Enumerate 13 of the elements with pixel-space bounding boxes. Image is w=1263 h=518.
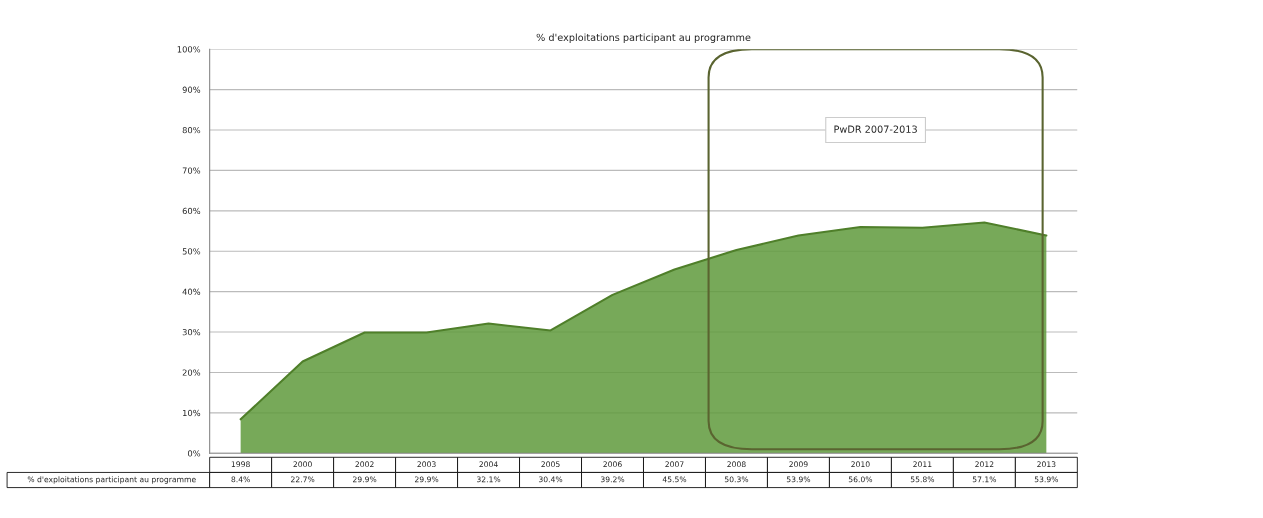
y-tick-label: 60%	[182, 207, 201, 215]
annotation: PwDR 2007-2013	[834, 125, 917, 133]
y-tick-label: 40%	[182, 288, 201, 295]
y-tick-label: 100%	[177, 46, 201, 53]
y-tick-label: 20%	[182, 369, 201, 376]
y-tick-label: 50%	[182, 248, 201, 255]
y-tick-label: 30%	[182, 329, 201, 336]
y-tick-label: 70%	[182, 167, 201, 174]
y-tick-label: 90%	[182, 86, 201, 93]
chart-title: % d'exploitations participant au programme	[536, 33, 751, 43]
y-tick-label: 0%	[187, 450, 201, 457]
y-tick-label: 10%	[183, 409, 201, 417]
y-tick-label: 80%	[182, 127, 201, 134]
